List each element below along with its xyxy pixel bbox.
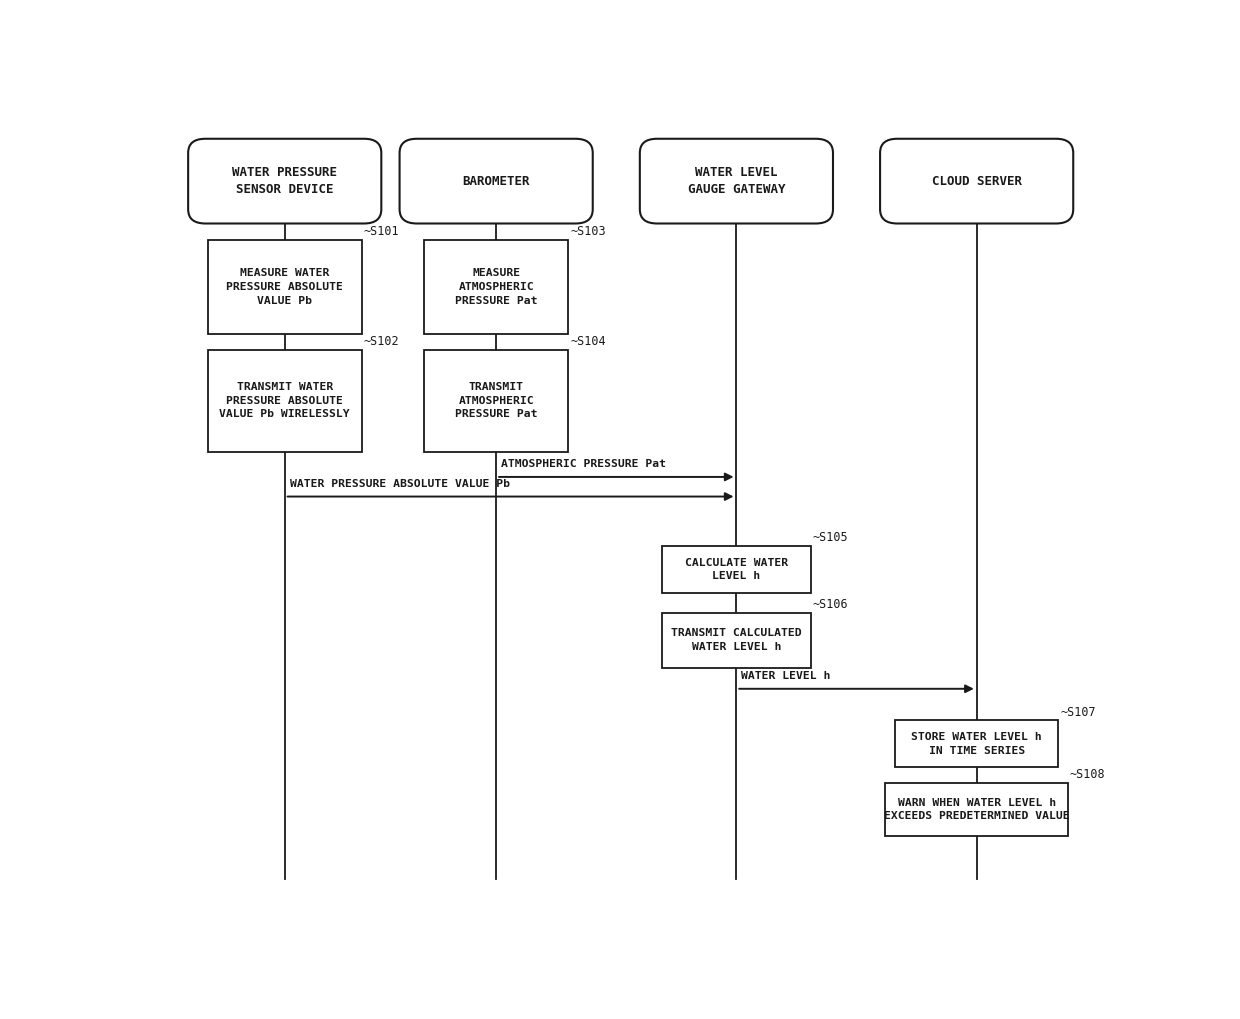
FancyBboxPatch shape	[662, 612, 811, 667]
FancyBboxPatch shape	[208, 350, 362, 451]
FancyBboxPatch shape	[895, 720, 1059, 767]
FancyBboxPatch shape	[424, 350, 568, 451]
Text: TRANSMIT
ATMOSPHERIC
PRESSURE Pat: TRANSMIT ATMOSPHERIC PRESSURE Pat	[455, 382, 537, 420]
Text: WATER LEVEL h: WATER LEVEL h	[742, 671, 831, 681]
Text: ~S102: ~S102	[363, 335, 399, 348]
FancyBboxPatch shape	[662, 546, 811, 593]
Text: BAROMETER: BAROMETER	[463, 174, 529, 187]
Text: STORE WATER LEVEL h
IN TIME SERIES: STORE WATER LEVEL h IN TIME SERIES	[911, 732, 1042, 755]
FancyBboxPatch shape	[885, 783, 1068, 837]
FancyBboxPatch shape	[424, 240, 568, 334]
Text: ATMOSPHERIC PRESSURE Pat: ATMOSPHERIC PRESSURE Pat	[501, 460, 666, 469]
Text: ~S106: ~S106	[812, 598, 848, 611]
Text: ~S105: ~S105	[812, 532, 848, 544]
Text: TRANSMIT CALCULATED
WATER LEVEL h: TRANSMIT CALCULATED WATER LEVEL h	[671, 629, 802, 652]
Text: TRANSMIT WATER
PRESSURE ABSOLUTE
VALUE Pb WIRELESSLY: TRANSMIT WATER PRESSURE ABSOLUTE VALUE P…	[219, 382, 350, 420]
FancyBboxPatch shape	[640, 139, 833, 223]
Text: ~S104: ~S104	[570, 335, 606, 348]
Text: MEASURE
ATMOSPHERIC
PRESSURE Pat: MEASURE ATMOSPHERIC PRESSURE Pat	[455, 268, 537, 306]
Text: ~S101: ~S101	[363, 225, 399, 238]
Text: WARN WHEN WATER LEVEL h
EXCEEDS PREDETERMINED VALUE: WARN WHEN WATER LEVEL h EXCEEDS PREDETER…	[884, 798, 1069, 821]
Text: CLOUD SERVER: CLOUD SERVER	[931, 174, 1022, 187]
Text: MEASURE WATER
PRESSURE ABSOLUTE
VALUE Pb: MEASURE WATER PRESSURE ABSOLUTE VALUE Pb	[226, 268, 343, 306]
Text: ~S107: ~S107	[1060, 705, 1096, 718]
FancyBboxPatch shape	[880, 139, 1074, 223]
FancyBboxPatch shape	[188, 139, 382, 223]
Text: CALCULATE WATER
LEVEL h: CALCULATE WATER LEVEL h	[684, 557, 787, 581]
FancyBboxPatch shape	[208, 240, 362, 334]
Text: WATER LEVEL
GAUGE GATEWAY: WATER LEVEL GAUGE GATEWAY	[688, 166, 785, 196]
Text: WATER PRESSURE
SENSOR DEVICE: WATER PRESSURE SENSOR DEVICE	[232, 166, 337, 196]
Text: WATER PRESSURE ABSOLUTE VALUE Pb: WATER PRESSURE ABSOLUTE VALUE Pb	[290, 479, 510, 489]
Text: ~S103: ~S103	[570, 225, 606, 238]
FancyBboxPatch shape	[399, 139, 593, 223]
Text: ~S108: ~S108	[1070, 768, 1106, 782]
